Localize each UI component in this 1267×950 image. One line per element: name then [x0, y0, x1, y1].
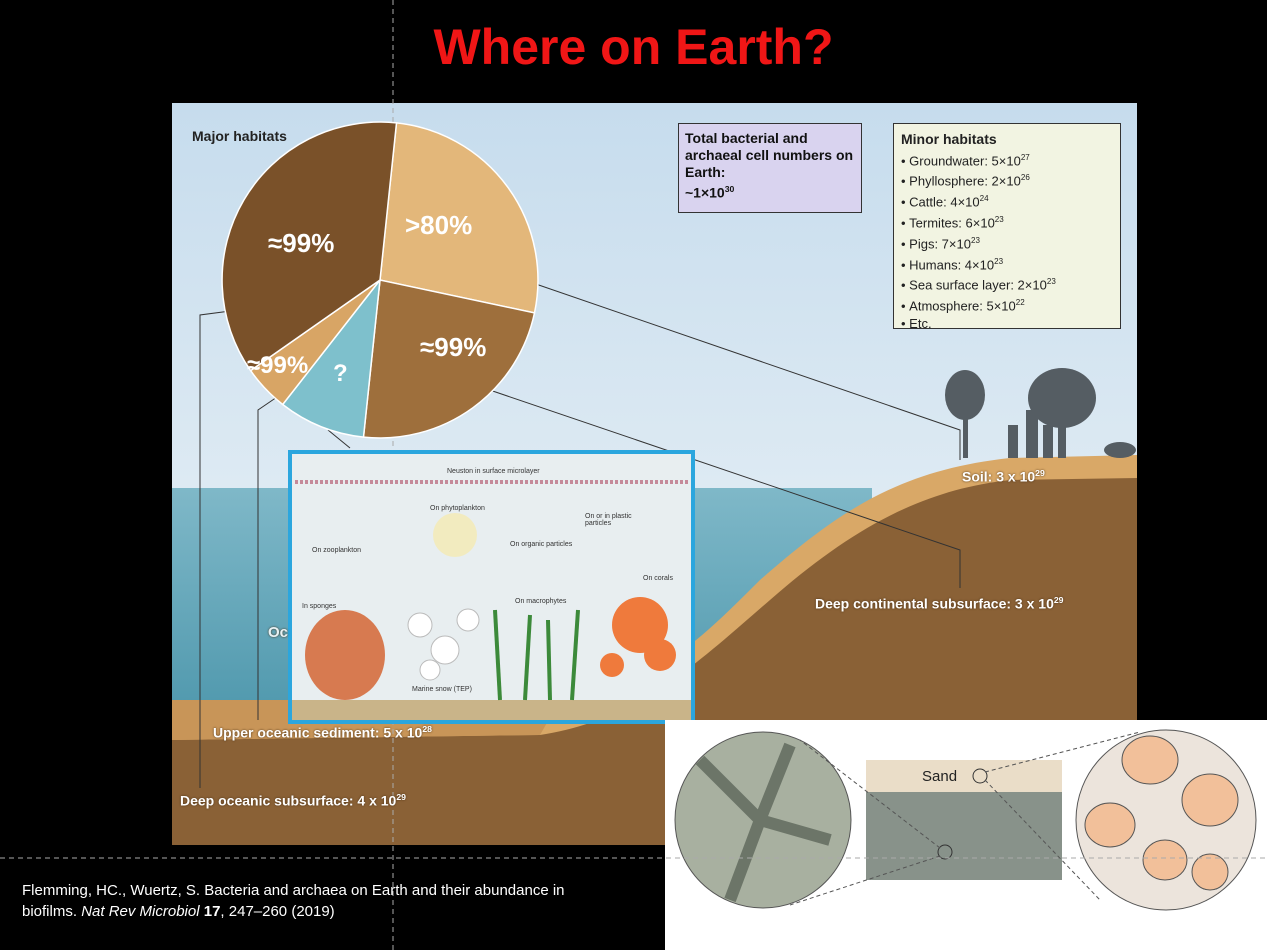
inset-label: On zooplankton	[312, 547, 362, 554]
habitat-text: Upper oceanic sediment: 5 x 10	[213, 724, 423, 741]
habitat-label: Oc	[268, 624, 289, 641]
habitat-text: Deep continental subsurface: 3 x 10	[815, 595, 1054, 612]
sand-grains	[1084, 735, 1239, 891]
minor-item: • Cattle: 4×1024	[901, 190, 1113, 211]
minor-item: • Atmosphere: 5×1022	[901, 294, 1113, 315]
slice-label: ≈99%	[420, 332, 487, 362]
minor-text: Sea surface layer: 2×10	[909, 277, 1047, 293]
inset-label: On macrophytes	[515, 598, 567, 605]
sponge	[305, 610, 385, 700]
bullet: •	[901, 256, 910, 272]
inset-label: Neuston in surface microlayer	[447, 468, 540, 475]
minor-exponent: 23	[994, 256, 1004, 266]
minor-text: Atmosphere: 5×10	[909, 298, 1016, 314]
corals	[600, 597, 676, 677]
slice-label: >80%	[405, 210, 473, 240]
minor-exponent: 23	[970, 235, 980, 245]
zoom-lines	[789, 731, 1141, 906]
marine-snow	[407, 608, 480, 681]
minor-item: • Phyllosphere: 2×1026	[901, 169, 1113, 190]
silhouettes	[945, 368, 1136, 458]
habitat-text: Soil: 3 x 10	[962, 468, 1036, 485]
bullet: •	[901, 194, 910, 210]
habitat-exponent: 29	[396, 792, 406, 802]
minor-text: Pigs: 7×10	[909, 236, 971, 252]
minor-text: Humans: 4×10	[909, 256, 995, 272]
minor-text: Etc.	[909, 316, 932, 332]
slice-label: ≈99%	[247, 352, 309, 379]
bullet: •	[901, 277, 910, 293]
bullet: •	[901, 173, 910, 189]
inset-label: Marine snow (TEP)	[412, 686, 472, 693]
citation-journal: Nat Rev Microbiol	[81, 903, 200, 920]
minor-item: • Pigs: 7×1023	[901, 232, 1113, 253]
minor-text: Cattle: 4×10	[909, 194, 980, 210]
pie	[221, 121, 539, 439]
minor-exponent: 24	[979, 194, 989, 204]
habitat-text: Deep oceanic subsurface: 4 x 10	[180, 792, 397, 809]
habitat-label: Soil: 3 x 1029	[962, 468, 1045, 485]
minor-item: • Sea surface layer: 2×1023	[901, 273, 1113, 294]
sand-label: Sand	[922, 768, 958, 785]
minor-text: Termites: 6×10	[909, 215, 995, 231]
major-label: Major habitats	[192, 128, 287, 144]
inset-label: On or in plastic particles	[585, 513, 632, 527]
total-box: Total bacterial and archaeal cell number…	[678, 123, 862, 213]
bullet: •	[901, 298, 910, 314]
minor-title: Minor habitats	[901, 131, 997, 147]
minor-exponent: 27	[1020, 152, 1030, 162]
habitat-exponent: 29	[1053, 595, 1064, 605]
minor-exponent: 22	[1015, 298, 1025, 308]
minor-text: Phyllosphere: 2×10	[909, 173, 1021, 189]
minor-item: • Etc.	[901, 315, 1113, 333]
slide-title: Where on Earth?	[433, 19, 834, 75]
inset-label: On corals	[643, 575, 673, 582]
habitat-label: Deep oceanic subsurface: 4 x 1029	[180, 792, 406, 809]
inset-label: On phytoplankton	[430, 505, 485, 512]
minor-exponent: 26	[1020, 173, 1030, 183]
zoom-marker	[972, 768, 988, 784]
habitat-label: Deep continental subsurface: 3 x 1029	[815, 595, 1064, 612]
inset-label: In sponges	[302, 603, 337, 610]
minor-text: Groundwater: 5×10	[909, 152, 1021, 168]
citation: Flemming, HC., Wuertz, S. Bacteria and a…	[22, 880, 582, 922]
bullet: •	[901, 236, 910, 252]
slice-label: ≈99%	[268, 228, 335, 258]
bullet: •	[901, 316, 910, 332]
inset-label: On organic particles	[510, 541, 573, 548]
minor-exponent: 23	[994, 214, 1004, 224]
macrophytes	[493, 609, 580, 701]
citation-authors: Flemming, HC., Wuertz, S. Bacteria and a…	[22, 882, 565, 920]
habitat-exponent: 28	[422, 724, 432, 734]
total-value: ~1×1030	[685, 181, 855, 202]
habitat-exponent: 29	[1035, 468, 1045, 478]
zoom-marker	[937, 844, 953, 860]
total-exponent: 30	[724, 184, 735, 194]
citation-volume: 17	[203, 903, 221, 920]
total-base: ~1×10	[685, 184, 725, 201]
bullet: •	[901, 152, 910, 168]
leader-lines	[199, 281, 961, 788]
slice-label: ?	[333, 360, 348, 387]
habitat-label: Upper oceanic sediment: 5 x 1028	[213, 724, 432, 741]
total-text: Total bacterial and archaeal cell number…	[685, 130, 854, 180]
sand-surface	[866, 760, 1062, 792]
pore-channels	[695, 742, 832, 903]
minor-box: Minor habitats • Groundwater: 5×1027 • Ph…	[893, 123, 1121, 331]
minor-item: • Humans: 4×1023	[901, 253, 1113, 274]
minor-exponent: 23	[1046, 277, 1056, 287]
bullet: •	[901, 215, 910, 231]
minor-item: • Groundwater: 5×1027	[901, 149, 1113, 170]
phytoplankton	[433, 513, 477, 557]
inset-floor	[292, 700, 691, 720]
minor-item: • Termites: 6×1023	[901, 211, 1113, 232]
citation-pages: , 247–260 (2019)	[220, 903, 335, 920]
